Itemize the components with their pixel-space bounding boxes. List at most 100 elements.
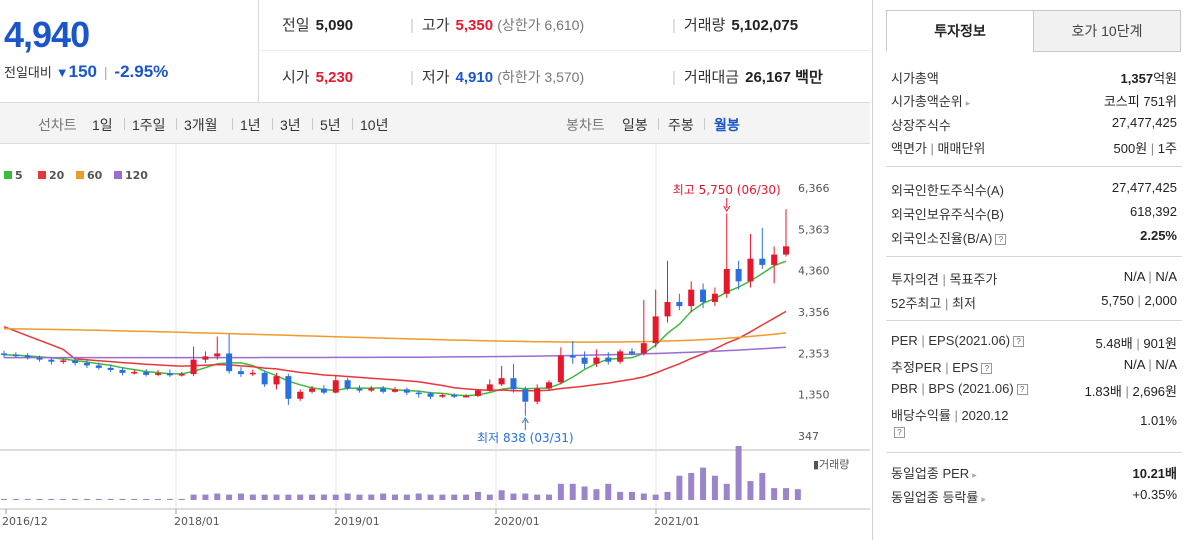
x-tick-label: 2019/01 bbox=[334, 515, 380, 528]
volume-bar bbox=[202, 494, 209, 500]
candle-body bbox=[735, 269, 742, 282]
volume-bar bbox=[36, 498, 43, 500]
w52-high-value: 5,750 bbox=[1101, 293, 1134, 308]
candle-body bbox=[344, 380, 351, 389]
volume-label: ▮거래량 bbox=[813, 458, 849, 471]
volume-bar bbox=[24, 498, 31, 500]
help-icon[interactable]: ? bbox=[894, 427, 905, 438]
prev-close: 전일 5,090 bbox=[282, 14, 353, 35]
line-chart-label: 선차트 bbox=[38, 117, 77, 133]
min-annotation: 최저 838 (03/31) bbox=[477, 431, 574, 445]
volume-bar bbox=[285, 494, 292, 500]
candle-weekly[interactable]: 주봉 bbox=[668, 117, 694, 133]
period-1d[interactable]: 1일 bbox=[92, 117, 113, 133]
candle-body bbox=[652, 316, 659, 344]
eps-value: 901원 bbox=[1143, 336, 1177, 351]
volume-bar bbox=[166, 498, 173, 500]
candle-body bbox=[640, 343, 647, 354]
volume-bar bbox=[415, 493, 422, 500]
period-1y[interactable]: 1년 bbox=[240, 117, 261, 133]
candle-body bbox=[498, 378, 505, 385]
low-value: 4,910 bbox=[455, 69, 494, 86]
w52-low-value: 2,000 bbox=[1144, 293, 1177, 308]
candle-body bbox=[356, 388, 363, 391]
trade-amount: | 거래대금 26,167 백만 bbox=[672, 69, 823, 86]
candle-body bbox=[581, 357, 588, 364]
volume-bar bbox=[783, 488, 789, 500]
candle-body bbox=[95, 365, 102, 368]
period-3m[interactable]: 3개월 bbox=[184, 117, 218, 133]
volume: | 거래량 5,102,075 bbox=[672, 17, 799, 34]
candle-body bbox=[12, 354, 19, 357]
current-price: 4,940 bbox=[4, 14, 90, 55]
tab-orderbook[interactable]: 호가 10단계 bbox=[1033, 10, 1181, 52]
volume-bar bbox=[534, 494, 541, 500]
candle-body bbox=[628, 351, 635, 354]
ma20-line bbox=[3, 310, 787, 392]
period-3y[interactable]: 3년 bbox=[280, 117, 301, 133]
side-panel: 투자정보 호가 10단계 시가총액 1,357억원 시가총액순위 ▸ 코스피 75… bbox=[872, 0, 1188, 540]
legend-ma60-swatch bbox=[76, 171, 84, 179]
legend-ma5-swatch bbox=[4, 171, 12, 179]
candle-body bbox=[226, 353, 233, 372]
legend-ma60: 60 bbox=[76, 169, 102, 182]
volume-bar bbox=[131, 498, 138, 500]
help-icon[interactable]: ? bbox=[981, 363, 993, 375]
ma120-line bbox=[4, 346, 787, 359]
par-label: 액면가 bbox=[891, 141, 927, 156]
market-cap-unit: 억원 bbox=[1153, 71, 1177, 86]
candle-daily[interactable]: 일봉 bbox=[622, 117, 648, 133]
y-tick-label: 6,366 bbox=[798, 182, 830, 195]
legend-ma5: 5 bbox=[4, 169, 23, 182]
help-icon[interactable]: ? bbox=[1013, 336, 1025, 348]
period-1w[interactable]: 1주일 bbox=[132, 117, 166, 133]
volume-bar bbox=[652, 494, 659, 500]
candle-body bbox=[309, 388, 316, 392]
change-row: 전일대비 ▼150 | -2.95% bbox=[4, 62, 169, 81]
max-arrow-head bbox=[723, 205, 731, 212]
help-icon[interactable]: ? bbox=[995, 234, 1007, 246]
ma5-line bbox=[3, 260, 787, 397]
est-per-label: 추정PER bbox=[891, 360, 942, 375]
candle-body bbox=[771, 254, 778, 265]
x-tick-label: 2016/12 bbox=[2, 515, 48, 528]
y-tick-label: 3,356 bbox=[798, 306, 830, 319]
candle-body bbox=[403, 389, 410, 393]
legend-ma20: 20 bbox=[38, 169, 64, 182]
dividend-year: 2020.12 bbox=[961, 408, 1009, 423]
candle-body bbox=[546, 382, 553, 389]
candle-body bbox=[83, 362, 90, 366]
volume-bar bbox=[664, 491, 671, 500]
volume-bar bbox=[711, 475, 718, 500]
help-icon[interactable]: ? bbox=[1016, 384, 1028, 396]
candle-monthly[interactable]: 월봉 bbox=[714, 117, 740, 133]
volume-bar bbox=[12, 498, 19, 500]
par-value: 500원 bbox=[1113, 141, 1148, 156]
volume-bar bbox=[249, 494, 256, 500]
candle-body bbox=[297, 391, 304, 399]
candle-body bbox=[36, 357, 43, 360]
candle-body bbox=[759, 258, 766, 265]
chevron-right-icon: ▸ bbox=[965, 98, 971, 108]
sector-per-label: 동일업종 PER bbox=[891, 466, 970, 481]
open-label: 시가 bbox=[282, 69, 310, 86]
candle-body bbox=[332, 380, 339, 393]
high-label: 고가 bbox=[421, 17, 450, 34]
tab-investment-info[interactable]: 투자정보 bbox=[886, 10, 1034, 52]
candle-body bbox=[273, 376, 280, 385]
period-5y[interactable]: 5년 bbox=[320, 117, 341, 133]
candle-body bbox=[392, 389, 398, 392]
volume-bar bbox=[794, 489, 801, 500]
volume-bar bbox=[380, 493, 387, 500]
candle-body bbox=[486, 384, 493, 391]
candle-body bbox=[569, 355, 576, 358]
candle-body bbox=[700, 289, 707, 302]
est-eps-value: N/A bbox=[1155, 357, 1177, 372]
foreign-limit-value: 27,477,425 bbox=[1111, 180, 1177, 195]
volume-bar bbox=[676, 475, 683, 500]
candle-body bbox=[72, 360, 79, 363]
volume-bar bbox=[688, 473, 695, 500]
period-10y[interactable]: 10년 bbox=[360, 117, 389, 133]
price-chart[interactable]: 2016/12 2018/01 2019/01 2020/01 2021/01 6,366… bbox=[0, 144, 870, 540]
x-tick-label: 2020/01 bbox=[494, 515, 540, 528]
